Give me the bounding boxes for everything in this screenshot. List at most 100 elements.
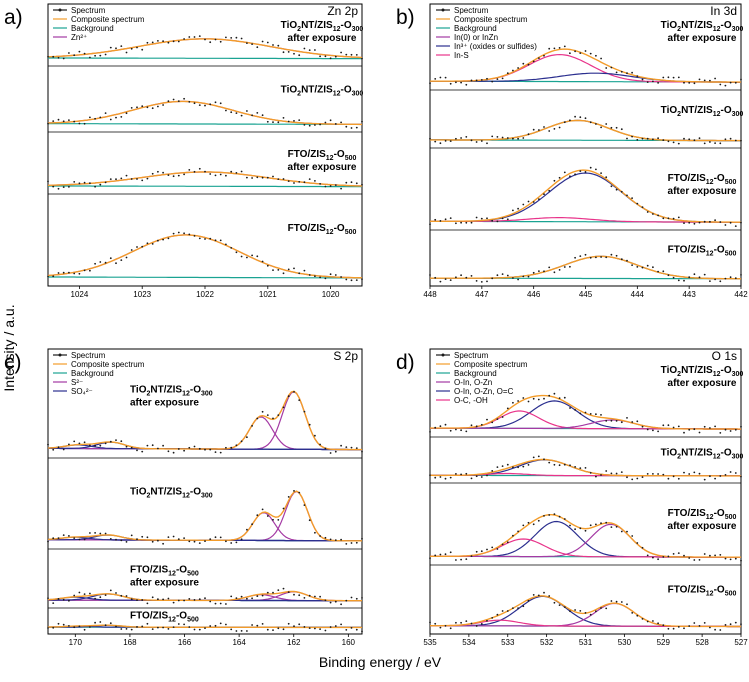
spectrum-point — [314, 49, 316, 51]
spectrum-point — [429, 621, 431, 624]
spectrum-point — [683, 279, 685, 282]
spectrum-point — [340, 444, 342, 447]
spectrum-point — [225, 36, 227, 39]
spectrum-point — [78, 538, 81, 541]
spectrum-point — [455, 276, 457, 279]
spectrum-point — [734, 81, 737, 84]
spectrum-point — [78, 625, 81, 628]
spectrum-point — [99, 621, 102, 623]
spectrum-point — [303, 626, 306, 628]
spectrum-point — [636, 420, 639, 423]
spectrum-point — [115, 178, 117, 181]
spectrum-point — [89, 532, 91, 534]
spectrum-point — [355, 447, 358, 449]
spectrum-point — [620, 421, 623, 424]
spectrum-point — [719, 629, 722, 631]
spectrum-point — [47, 540, 49, 543]
spectrum-point — [522, 465, 525, 468]
spectrum-point — [52, 626, 55, 629]
spectrum-point — [553, 271, 556, 274]
spectrum-point — [677, 279, 680, 282]
spectrum-point — [334, 184, 337, 187]
spectrum-point — [109, 589, 112, 592]
spectrum-point — [57, 446, 60, 449]
spectrum-point — [136, 46, 138, 49]
spectrum-point — [698, 78, 701, 81]
spectrum-point — [501, 273, 504, 275]
spectrum-point — [83, 593, 86, 595]
spectrum-point — [282, 587, 285, 590]
background-line — [48, 57, 362, 60]
spectrum-point — [517, 137, 519, 140]
spectrum-point — [83, 181, 86, 184]
spectrum-point — [626, 137, 628, 140]
spectrum-point — [506, 610, 509, 612]
spectrum-point — [94, 597, 96, 600]
spectrum-point — [230, 542, 233, 544]
spectrum-point — [308, 49, 311, 51]
spectrum-point — [631, 264, 633, 266]
sample-label-part: 2 — [297, 26, 301, 33]
spectrum-point — [449, 429, 452, 432]
spectrum-point — [314, 124, 316, 126]
spectrum-point — [475, 475, 478, 478]
composite-spectrum — [48, 171, 363, 187]
core-level-label: O 1s — [712, 349, 737, 363]
spectrum-point — [491, 470, 494, 472]
sample-label-line2: after exposure — [288, 162, 357, 173]
spectrum-point — [506, 274, 509, 277]
spectrum-point — [130, 534, 133, 537]
spectrum-point — [465, 558, 468, 560]
spectrum-point — [177, 231, 180, 234]
spectrum-point — [600, 126, 602, 129]
spectrum-point — [219, 40, 222, 43]
sample-label-part: 300 — [352, 26, 364, 33]
spectrum-point — [724, 428, 727, 431]
spectrum-point — [444, 625, 447, 627]
spectrum-point — [714, 628, 716, 631]
spectrum-point — [620, 190, 623, 193]
spectrum-point — [261, 176, 264, 179]
spectrum-point — [146, 602, 149, 605]
spectrum-point — [455, 428, 457, 431]
spectrum-point — [517, 278, 519, 281]
spectrum-point — [204, 170, 206, 173]
spectrum-point — [434, 622, 437, 625]
spectrum-point — [298, 623, 301, 626]
spectrum-point — [496, 274, 499, 277]
spectrum-point — [104, 53, 107, 56]
spectrum-point — [455, 222, 457, 225]
sample-label-part: TiO — [661, 447, 678, 458]
spectrum-point — [527, 400, 530, 403]
sample-label: TiO2NT/ZIS12-O300 — [661, 447, 744, 460]
panel-letter: c) — [4, 351, 22, 374]
spectrum-point — [157, 40, 159, 42]
spectrum-point — [563, 518, 566, 520]
component-peak — [430, 419, 741, 430]
legend-marker — [58, 353, 62, 357]
spectrum-point — [574, 466, 576, 468]
spectrum-point — [672, 475, 675, 478]
spectrum-point — [641, 137, 644, 140]
spectrum-point — [345, 599, 348, 602]
spectrum-point — [517, 607, 519, 609]
spectrum-point — [52, 185, 55, 188]
spectrum-point — [641, 266, 644, 269]
spectrum-point — [667, 140, 670, 143]
spectrum-point — [703, 478, 706, 481]
spectrum-point — [219, 102, 222, 105]
spectrum-point — [470, 139, 473, 142]
spectrum-point — [667, 627, 670, 630]
spectrum-point — [308, 594, 311, 597]
sample-label-part: FTO/ZIS — [668, 244, 706, 255]
spectrum-point — [136, 626, 138, 628]
spectrum-point — [589, 613, 592, 616]
sample-label-part: 12 — [706, 179, 714, 186]
spectrum-point — [641, 206, 644, 209]
spectrum-point — [104, 261, 107, 264]
spectrum-point — [240, 37, 243, 40]
spectrum-point — [151, 243, 154, 245]
spectrum-point — [167, 174, 170, 177]
spectrum-point — [329, 119, 332, 122]
spectrum-point — [277, 178, 280, 181]
